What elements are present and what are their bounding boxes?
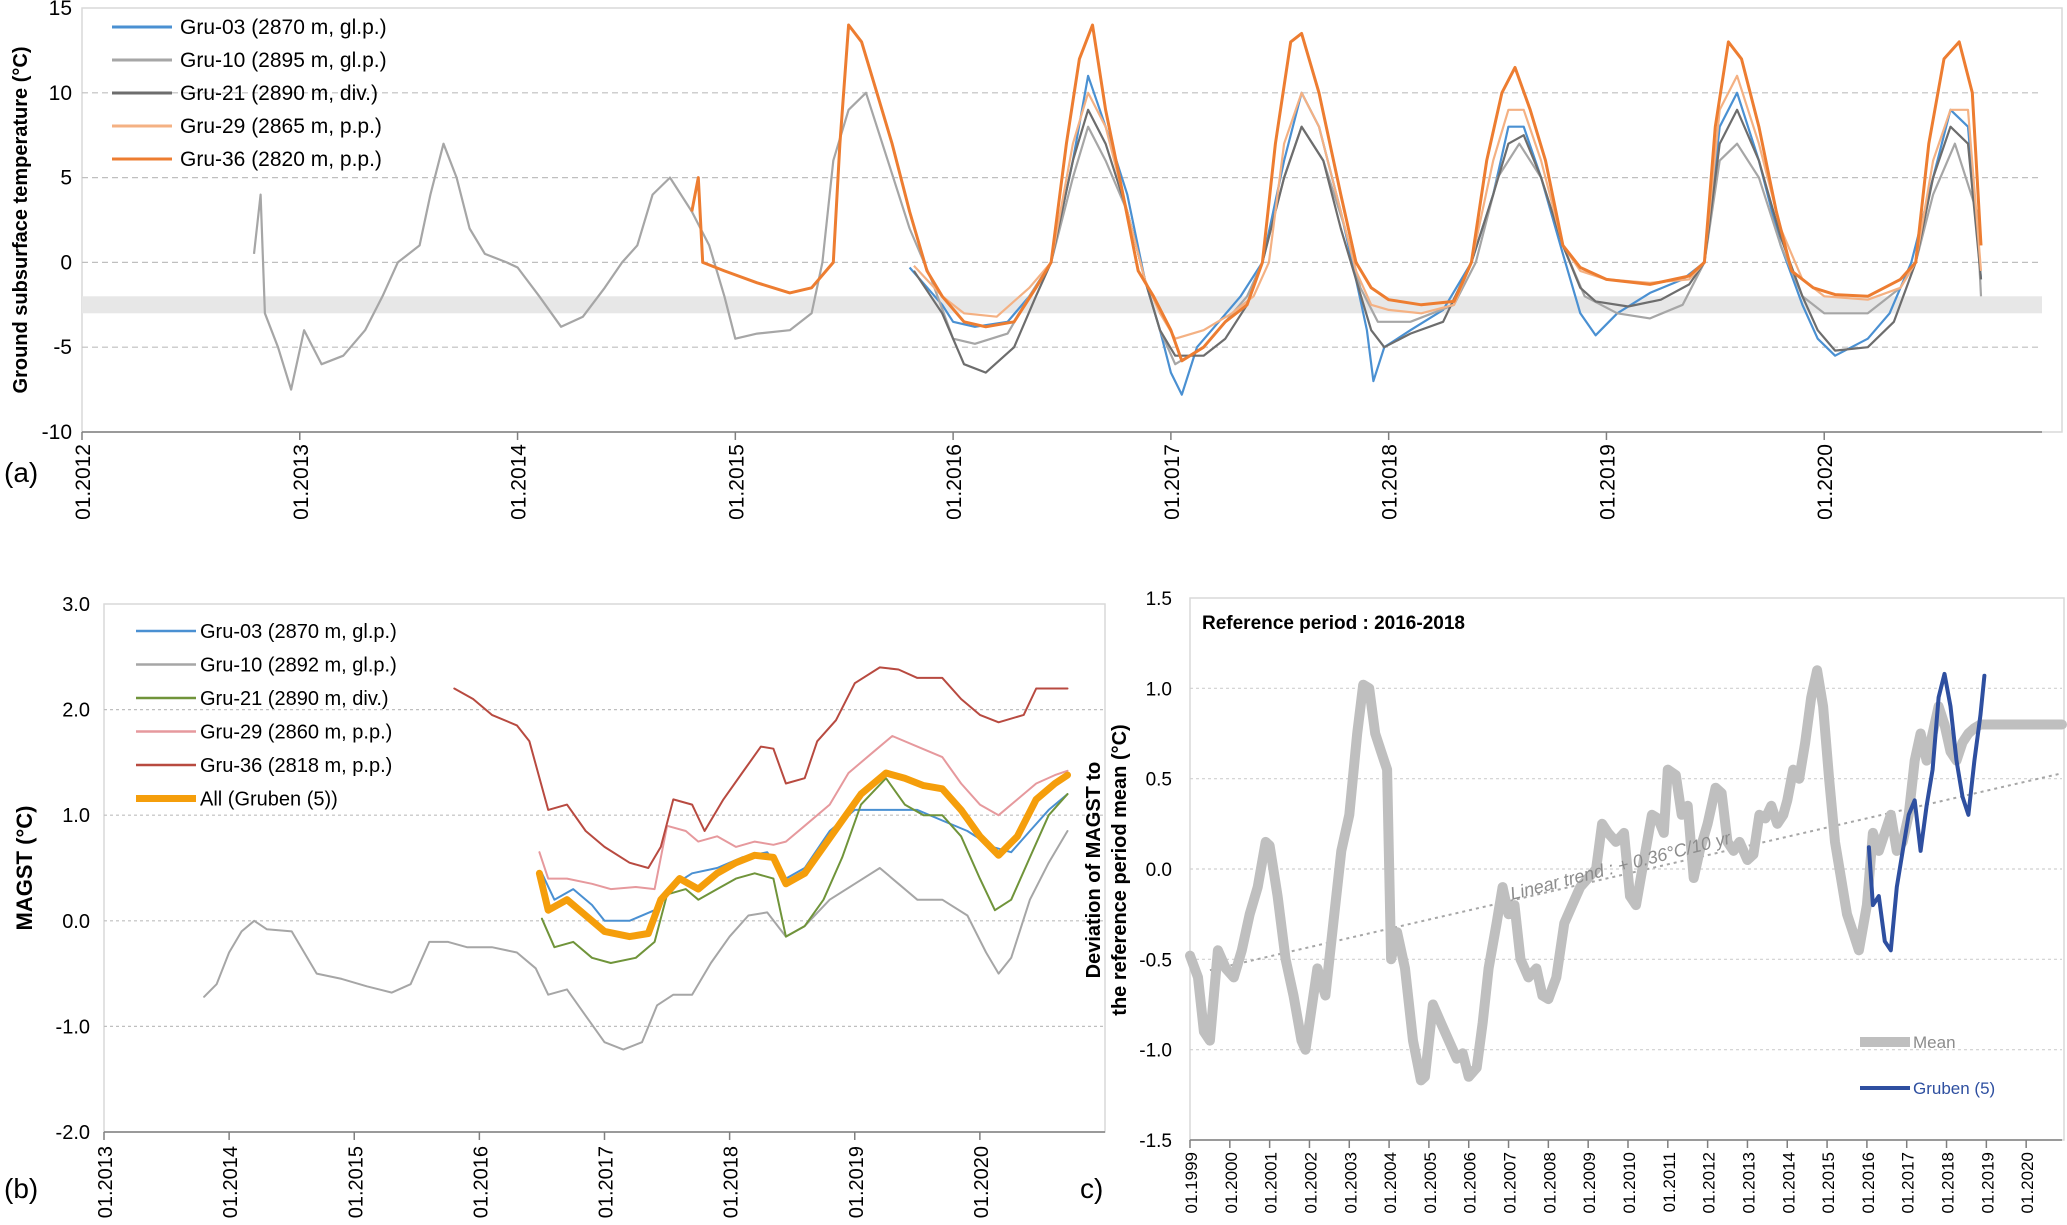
xtick-label-c: 01.2006	[1461, 1152, 1480, 1213]
xtick-label-a: 01.2014	[508, 444, 531, 520]
ylabel-c-line2: the reference period mean (°C)	[1109, 724, 1131, 1015]
xtick-label-b: 01.2020	[971, 1146, 993, 1218]
legend-label-a: Gru-36 (2820 m, p.p.)	[180, 148, 382, 171]
xtick-label-c: 01.2016	[1859, 1152, 1878, 1213]
xtick-label-b: 01.2014	[220, 1146, 242, 1218]
xtick-label-c: 01.2004	[1381, 1152, 1400, 1213]
series-line-b	[453, 666, 1069, 869]
xtick-label-b: 01.2019	[846, 1146, 868, 1218]
xtick-label-c: 01.2008	[1540, 1152, 1559, 1213]
xtick-label-a: 01.2015	[725, 444, 748, 520]
shaded-band-a	[82, 296, 2042, 314]
legend-label-a: Gru-29 (2865 m, p.p.)	[180, 115, 382, 138]
ytick-label-a: 15	[49, 0, 72, 20]
xtick-label-c: 01.2001	[1262, 1152, 1281, 1213]
series-line-b	[203, 830, 1069, 1051]
panel-label-a: (a)	[4, 457, 38, 488]
ytick-label-a: 10	[49, 82, 72, 105]
ylabel-c-line1: Deviation of MAGST to	[1083, 762, 1105, 979]
ytick-label-b: -2.0	[56, 1122, 90, 1144]
ytick-label-c: 0.0	[1146, 860, 1172, 881]
panel-label-c: c)	[1080, 1173, 1103, 1204]
xtick-label-c: 01.1999	[1182, 1152, 1201, 1213]
legend-label-b: Gru-10 (2892 m, gl.p.)	[200, 655, 397, 677]
legend-label-c: Mean	[1913, 1033, 1956, 1052]
xtick-label-a: 01.2016	[943, 444, 966, 520]
panel-a: 15 10 5 0 -5 -10 01.2012 01.2013 01.2014 01.2015…	[4, 0, 2063, 520]
xtick-label-b: 01.2016	[470, 1146, 492, 1218]
xtick-label-c: 01.2014	[1779, 1152, 1798, 1213]
xtick-label-c: 01.2012	[1700, 1152, 1719, 1213]
panel-label-b: (b)	[4, 1173, 38, 1204]
panel-c: 1.5 1.0 0.5 0.0 -0.5 -1.0 -1.5 01.1999 01.2000 0…	[1080, 589, 2067, 1213]
plot-area-b	[103, 603, 1106, 1133]
ytick-label-a: -5	[53, 336, 72, 359]
ytick-label-c: -1.5	[1139, 1131, 1172, 1152]
ytick-label-b: 3.0	[62, 594, 90, 616]
xtick-label-c: 01.2003	[1341, 1152, 1360, 1213]
ytick-label-a: 0	[60, 251, 72, 274]
ytick-label-b: 1.0	[62, 805, 90, 827]
ytick-label-a: -10	[42, 421, 72, 444]
ytick-label-c: -0.5	[1139, 950, 1172, 971]
panel-b: 3.0 2.0 1.0 0.0 -1.0 -2.0 01.2013 01.2014 01.20…	[4, 594, 1106, 1218]
xtick-label-b: 01.2015	[345, 1146, 367, 1218]
plot-area-a	[81, 7, 2063, 433]
ylabel-a: Ground subsurface temperature (°C)	[10, 47, 32, 394]
reference-period-label: Reference period : 2016-2018	[1202, 613, 1465, 634]
xtick-label-b: 01.2018	[721, 1146, 743, 1218]
ytick-label-c: -1.0	[1139, 1041, 1172, 1062]
xtick-label-b: 01.2013	[95, 1146, 117, 1218]
series-line-b	[538, 735, 1069, 891]
trend-line	[1209, 772, 2063, 972]
xtick-label-a: 01.2017	[1161, 444, 1184, 520]
xtick-label-c: 01.2000	[1222, 1152, 1241, 1213]
xtick-label-c: 01.2013	[1739, 1152, 1758, 1213]
series-line-c	[1185, 665, 2067, 1086]
ytick-label-a: 5	[60, 167, 72, 190]
xtick-label-c: 01.2010	[1620, 1152, 1639, 1213]
legend-label-c: Gruben (5)	[1913, 1079, 1995, 1098]
series-line-a	[913, 74, 1983, 340]
series-line-a	[690, 23, 1983, 363]
series-line-a	[912, 108, 1983, 374]
xtick-label-c: 01.2019	[1978, 1152, 1997, 1213]
legend-label-b: Gru-29 (2860 m, p.p.)	[200, 722, 392, 744]
series-line-c	[1866, 671, 1987, 953]
legend-label-b: Gru-21 (2890 m, div.)	[200, 688, 389, 710]
ytick-label-b: 0.0	[62, 911, 90, 933]
legend-label-a: Gru-03 (2870 m, gl.p.)	[180, 16, 387, 39]
legend-label-b: Gru-03 (2870 m, gl.p.)	[200, 621, 397, 643]
xtick-label-a: 01.2019	[1596, 444, 1619, 520]
xtick-label-c: 01.2002	[1301, 1152, 1320, 1213]
xtick-label-c: 01.2017	[1899, 1152, 1918, 1213]
ytick-label-c: 0.5	[1146, 770, 1172, 791]
xtick-label-a: 01.2020	[1814, 444, 1837, 520]
legend-label-a: Gru-21 (2890 m, div.)	[180, 82, 378, 105]
legend-label-b: Gru-36 (2818 m, p.p.)	[200, 755, 392, 777]
ytick-label-b: -1.0	[56, 1016, 90, 1038]
xtick-label-c: 01.2009	[1580, 1152, 1599, 1213]
ylabel-b: MAGST (°C)	[12, 806, 37, 931]
xtick-label-a: 01.2018	[1379, 444, 1402, 520]
ytick-label-c: 1.5	[1146, 589, 1172, 610]
xtick-label-c: 01.2005	[1421, 1152, 1440, 1213]
xtick-label-b: 01.2017	[596, 1146, 618, 1218]
legend-label-b: All (Gruben (5))	[200, 789, 338, 811]
ytick-label-b: 2.0	[62, 700, 90, 722]
xtick-label-c: 01.2020	[2018, 1152, 2037, 1213]
ytick-label-c: 1.0	[1146, 679, 1172, 700]
xtick-label-c: 01.2015	[1819, 1152, 1838, 1213]
series-line-b	[540, 777, 1069, 964]
xtick-label-a: 01.2013	[290, 444, 313, 520]
xtick-label-a: 01.2012	[72, 444, 95, 520]
xtick-label-c: 01.2018	[1939, 1152, 1958, 1213]
xtick-label-c: 01.2007	[1501, 1152, 1520, 1213]
series-line-b	[535, 769, 1071, 941]
xtick-label-c: 01.2011	[1660, 1152, 1679, 1212]
legend-label-a: Gru-10 (2895 m, gl.p.)	[180, 49, 387, 72]
